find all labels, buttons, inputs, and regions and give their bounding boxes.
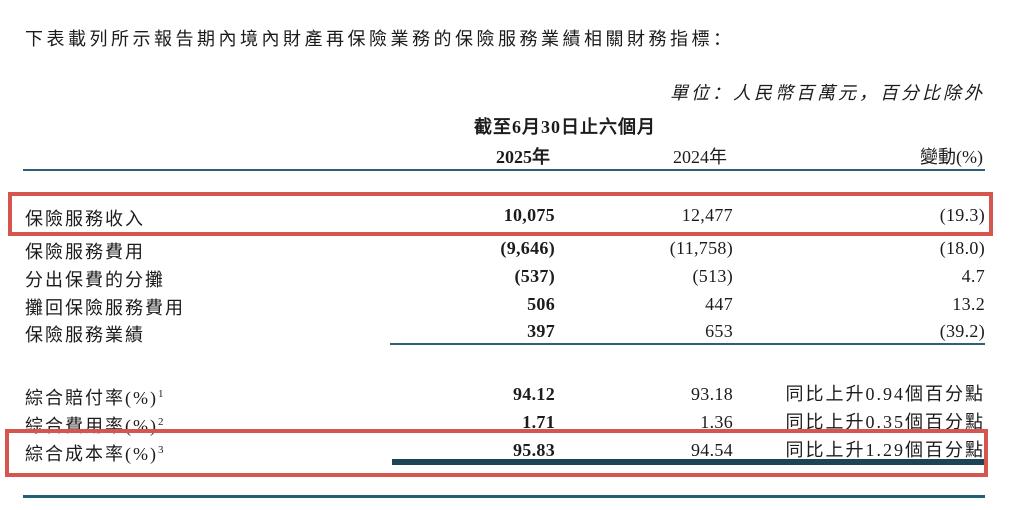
table-row-insurance-service-result: 保險服務業績 397 653 (39.2) [0, 320, 1010, 345]
value-change: 同比上升1.29個百分點 [785, 440, 985, 460]
value-2025: 397 [527, 321, 555, 341]
row-label: 保險服務業績 [25, 325, 145, 345]
value-2024: 93.18 [691, 384, 733, 404]
value-2025: 506 [527, 294, 555, 314]
highlight-box-insurance-revenue [8, 192, 993, 236]
value-2025: 95.83 [513, 440, 555, 460]
column-header-change: 變動(%) [920, 147, 983, 167]
value-change: 同比上升0.94個百分點 [785, 384, 985, 404]
table-row-loss-ratio: 綜合賠付率(%)1 94.12 93.18 同比上升0.94個百分點 [0, 383, 1010, 408]
value-2025: 94.12 [513, 384, 555, 404]
highlight-box-combined-ratio [5, 429, 988, 477]
column-header-2025: 2025年 [496, 147, 550, 167]
value-change: (39.2) [939, 321, 985, 341]
value-change: 4.7 [961, 266, 985, 286]
value-change: (19.3) [939, 205, 985, 225]
column-header-2024: 2024年 [673, 147, 727, 167]
row-label: 綜合賠付率(%)1 [25, 388, 164, 408]
intro-text: 下表載列所示報告期內境內財產再保險業務的保險服務業績相關財務指標： [25, 29, 735, 49]
table-row-combined-ratio: 綜合成本率(%)3 95.83 94.54 同比上升1.29個百分點 [0, 439, 1010, 464]
value-change: 13.2 [952, 294, 985, 314]
value-2025: 10,075 [503, 205, 555, 225]
value-2025: (537) [514, 266, 555, 286]
value-2025: 1.71 [522, 412, 555, 432]
value-2024: 94.54 [691, 440, 733, 460]
row-label: 分出保費的分攤 [25, 270, 165, 290]
row-label: 攤回保險服務費用 [25, 298, 185, 318]
value-2024: 12,477 [681, 205, 733, 225]
header-rule [23, 169, 985, 171]
value-2024: 447 [705, 294, 733, 314]
row-label: 綜合成本率(%)3 [25, 444, 164, 464]
total-rule-thick [392, 459, 985, 465]
period-header: 截至6月30日止六個月 [474, 117, 656, 137]
row-label: 保險服務費用 [25, 242, 145, 262]
value-change: (18.0) [939, 238, 985, 258]
unit-note: 單位：人民幣百萬元，百分比除外 [670, 83, 985, 103]
table-row-ceded-premium-allocation: 分出保費的分攤 (537) (513) 4.7 [0, 265, 1010, 290]
value-2024: 1.36 [700, 412, 733, 432]
value-2024: (11,758) [669, 238, 733, 258]
value-change: 同比上升0.35個百分點 [785, 412, 985, 432]
value-2024: 653 [705, 321, 733, 341]
table-bottom-rule [23, 495, 985, 498]
table-row-insurance-revenue: 保險服務收入 10,075 12,477 (19.3) [0, 204, 1010, 229]
table-row-recovered-service-expenses: 攤回保險服務費用 506 447 13.2 [0, 293, 1010, 318]
value-2025: (9,646) [500, 238, 555, 258]
value-2024: (513) [692, 266, 733, 286]
row-label: 保險服務收入 [25, 209, 145, 229]
table-row-insurance-expenses: 保險服務費用 (9,646) (11,758) (18.0) [0, 237, 1010, 262]
subtotal-rule [390, 343, 985, 345]
